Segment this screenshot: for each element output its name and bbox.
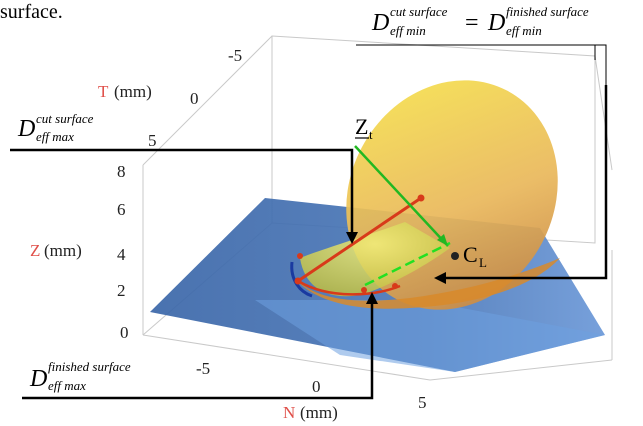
label-cl: C L	[463, 242, 487, 270]
arrowhead-min	[434, 272, 446, 284]
n-axis-unit: (mm)	[300, 403, 338, 422]
cl-subscript: L	[479, 255, 487, 270]
n-tick-neg5: -5	[196, 359, 210, 378]
z-tick-4: 4	[117, 245, 126, 264]
cut-surface-superscript: cut surface	[36, 111, 94, 126]
equals-sign: =	[465, 10, 479, 36]
bounding-box	[142, 35, 613, 381]
t-tick-neg5: -5	[228, 46, 242, 65]
tool-axis	[354, 145, 451, 287]
tool-surface	[285, 80, 560, 310]
finished-surface-superscript: finished surface	[48, 359, 131, 374]
label-d-eff-max-finished: D finished surface eff max	[29, 359, 131, 393]
z-tick-8: 8	[117, 162, 126, 181]
leader-finished-max	[22, 298, 374, 400]
d-symbol: D	[17, 116, 35, 142]
eff-min-subscript-right: eff min	[506, 23, 542, 38]
d-symbol-right: D	[487, 10, 505, 36]
eff-max-subscript: eff max	[36, 129, 74, 144]
zt-symbol: Z	[355, 114, 368, 139]
eff-max-subscript-bottom: eff max	[48, 378, 86, 393]
top-bracket	[356, 44, 607, 85]
contact-point	[451, 252, 459, 260]
t-tick-0: 0	[190, 89, 199, 108]
cut-surface-superscript-top: cut surface	[390, 4, 448, 19]
t-axis: -5 0 5 T (mm)	[98, 46, 242, 150]
eff-min-subscript-left: eff min	[390, 23, 426, 38]
arrowhead-finished-max	[366, 292, 378, 304]
n-axis-letter: N	[283, 403, 295, 422]
n-tick-5: 5	[418, 393, 427, 412]
leader-cut-max	[10, 148, 354, 238]
z-axis-unit: (mm)	[44, 241, 82, 260]
caption-fragment: surface.	[0, 1, 63, 23]
n-axis: -5 0 5 N (mm)	[196, 359, 427, 422]
label-d-eff-max-cut: D cut surface eff max	[17, 111, 94, 144]
leader-min	[440, 85, 608, 280]
zt-subscript: t	[369, 127, 373, 142]
z-tick-6: 6	[117, 200, 126, 219]
d-symbol-bottom: D	[29, 366, 47, 392]
finished-surface-superscript-top: finished surface	[506, 4, 589, 19]
t-tick-5: 5	[148, 131, 157, 150]
cl-symbol: C	[463, 242, 478, 267]
z-axis-letter: Z	[30, 241, 40, 260]
t-axis-letter: T	[98, 82, 109, 101]
cut-diameter-line	[294, 194, 425, 296]
z-tick-0: 0	[120, 323, 129, 342]
z-tick-2: 2	[117, 281, 126, 300]
label-d-eff-min-equation: D cut surface eff min = D finished surfa…	[371, 4, 589, 38]
n-tick-0: 0	[312, 377, 321, 396]
z-axis: 8 6 4 2 0 Z (mm)	[30, 162, 129, 342]
label-zt: Z t	[355, 114, 373, 142]
t-axis-unit: (mm)	[114, 82, 152, 101]
d-symbol-left: D	[371, 10, 389, 36]
arrowhead-cut-max	[346, 232, 358, 244]
